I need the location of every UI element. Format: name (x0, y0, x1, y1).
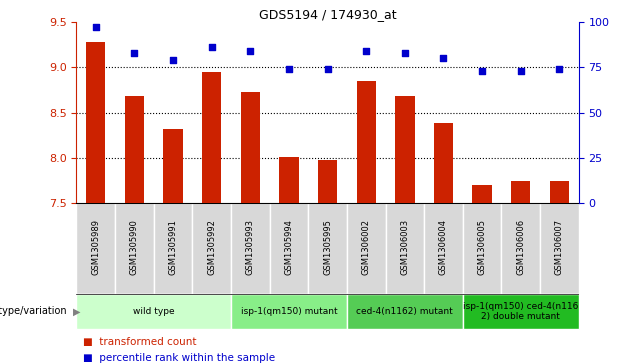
Bar (385, 203, 424, 294)
Point (245, 48, 255, 54)
Text: wild type: wild type (133, 307, 174, 316)
Bar (76, 294, 231, 329)
Bar (347, 203, 385, 294)
Bar (347, 294, 463, 329)
Bar (318, 160, 337, 203)
Bar (231, 294, 347, 329)
Text: GSM1305991: GSM1305991 (169, 219, 177, 275)
Bar (115, 203, 154, 294)
Bar (240, 91, 260, 203)
Text: GSM1306005: GSM1306005 (478, 219, 487, 275)
Text: GSM1306003: GSM1306003 (400, 219, 410, 275)
Text: ▶: ▶ (73, 306, 81, 316)
Text: GSM1306004: GSM1306004 (439, 219, 448, 275)
Bar (86, 42, 106, 203)
Bar (463, 294, 579, 329)
Text: ■  transformed count: ■ transformed count (83, 337, 196, 347)
Point (477, 68, 487, 74)
Bar (550, 180, 569, 203)
Point (90, 24, 100, 30)
Text: GSM1306006: GSM1306006 (516, 219, 525, 275)
Point (284, 66, 294, 72)
Text: GSM1305990: GSM1305990 (130, 219, 139, 275)
Bar (163, 129, 183, 203)
Text: GSM1305993: GSM1305993 (245, 219, 255, 275)
Point (400, 50, 410, 56)
Text: GSM1306007: GSM1306007 (555, 219, 564, 275)
Point (555, 66, 565, 72)
Text: GSM1305995: GSM1305995 (323, 219, 332, 275)
Text: isp-1(qm150) mutant: isp-1(qm150) mutant (240, 307, 337, 316)
Bar (279, 157, 298, 203)
Bar (308, 203, 347, 294)
Bar (540, 203, 579, 294)
Point (322, 66, 333, 72)
Bar (202, 72, 221, 203)
Text: ■  percentile rank within the sample: ■ percentile rank within the sample (83, 352, 275, 363)
Text: genotype/variation: genotype/variation (0, 306, 70, 316)
Bar (395, 96, 415, 203)
Point (168, 57, 178, 63)
Point (129, 50, 139, 56)
Text: ced-4(n1162) mutant: ced-4(n1162) mutant (356, 307, 453, 316)
Bar (192, 203, 231, 294)
Text: GSM1306002: GSM1306002 (362, 219, 371, 275)
Bar (357, 81, 376, 203)
Bar (463, 203, 501, 294)
Text: GSM1305992: GSM1305992 (207, 219, 216, 275)
Bar (434, 123, 453, 203)
Bar (125, 96, 144, 203)
Bar (424, 203, 463, 294)
Bar (76, 203, 115, 294)
Point (438, 55, 448, 61)
Bar (270, 203, 308, 294)
Bar (501, 203, 540, 294)
Text: GSM1305989: GSM1305989 (91, 219, 100, 275)
Point (361, 48, 371, 54)
Bar (511, 180, 530, 203)
Point (207, 44, 217, 50)
Bar (473, 185, 492, 203)
Bar (231, 203, 270, 294)
Point (516, 68, 526, 74)
Text: isp-1(qm150) ced-4(n116
2) double mutant: isp-1(qm150) ced-4(n116 2) double mutant (463, 302, 579, 321)
Bar (154, 203, 192, 294)
Title: GDS5194 / 174930_at: GDS5194 / 174930_at (259, 8, 396, 21)
Text: GSM1305994: GSM1305994 (284, 219, 293, 275)
